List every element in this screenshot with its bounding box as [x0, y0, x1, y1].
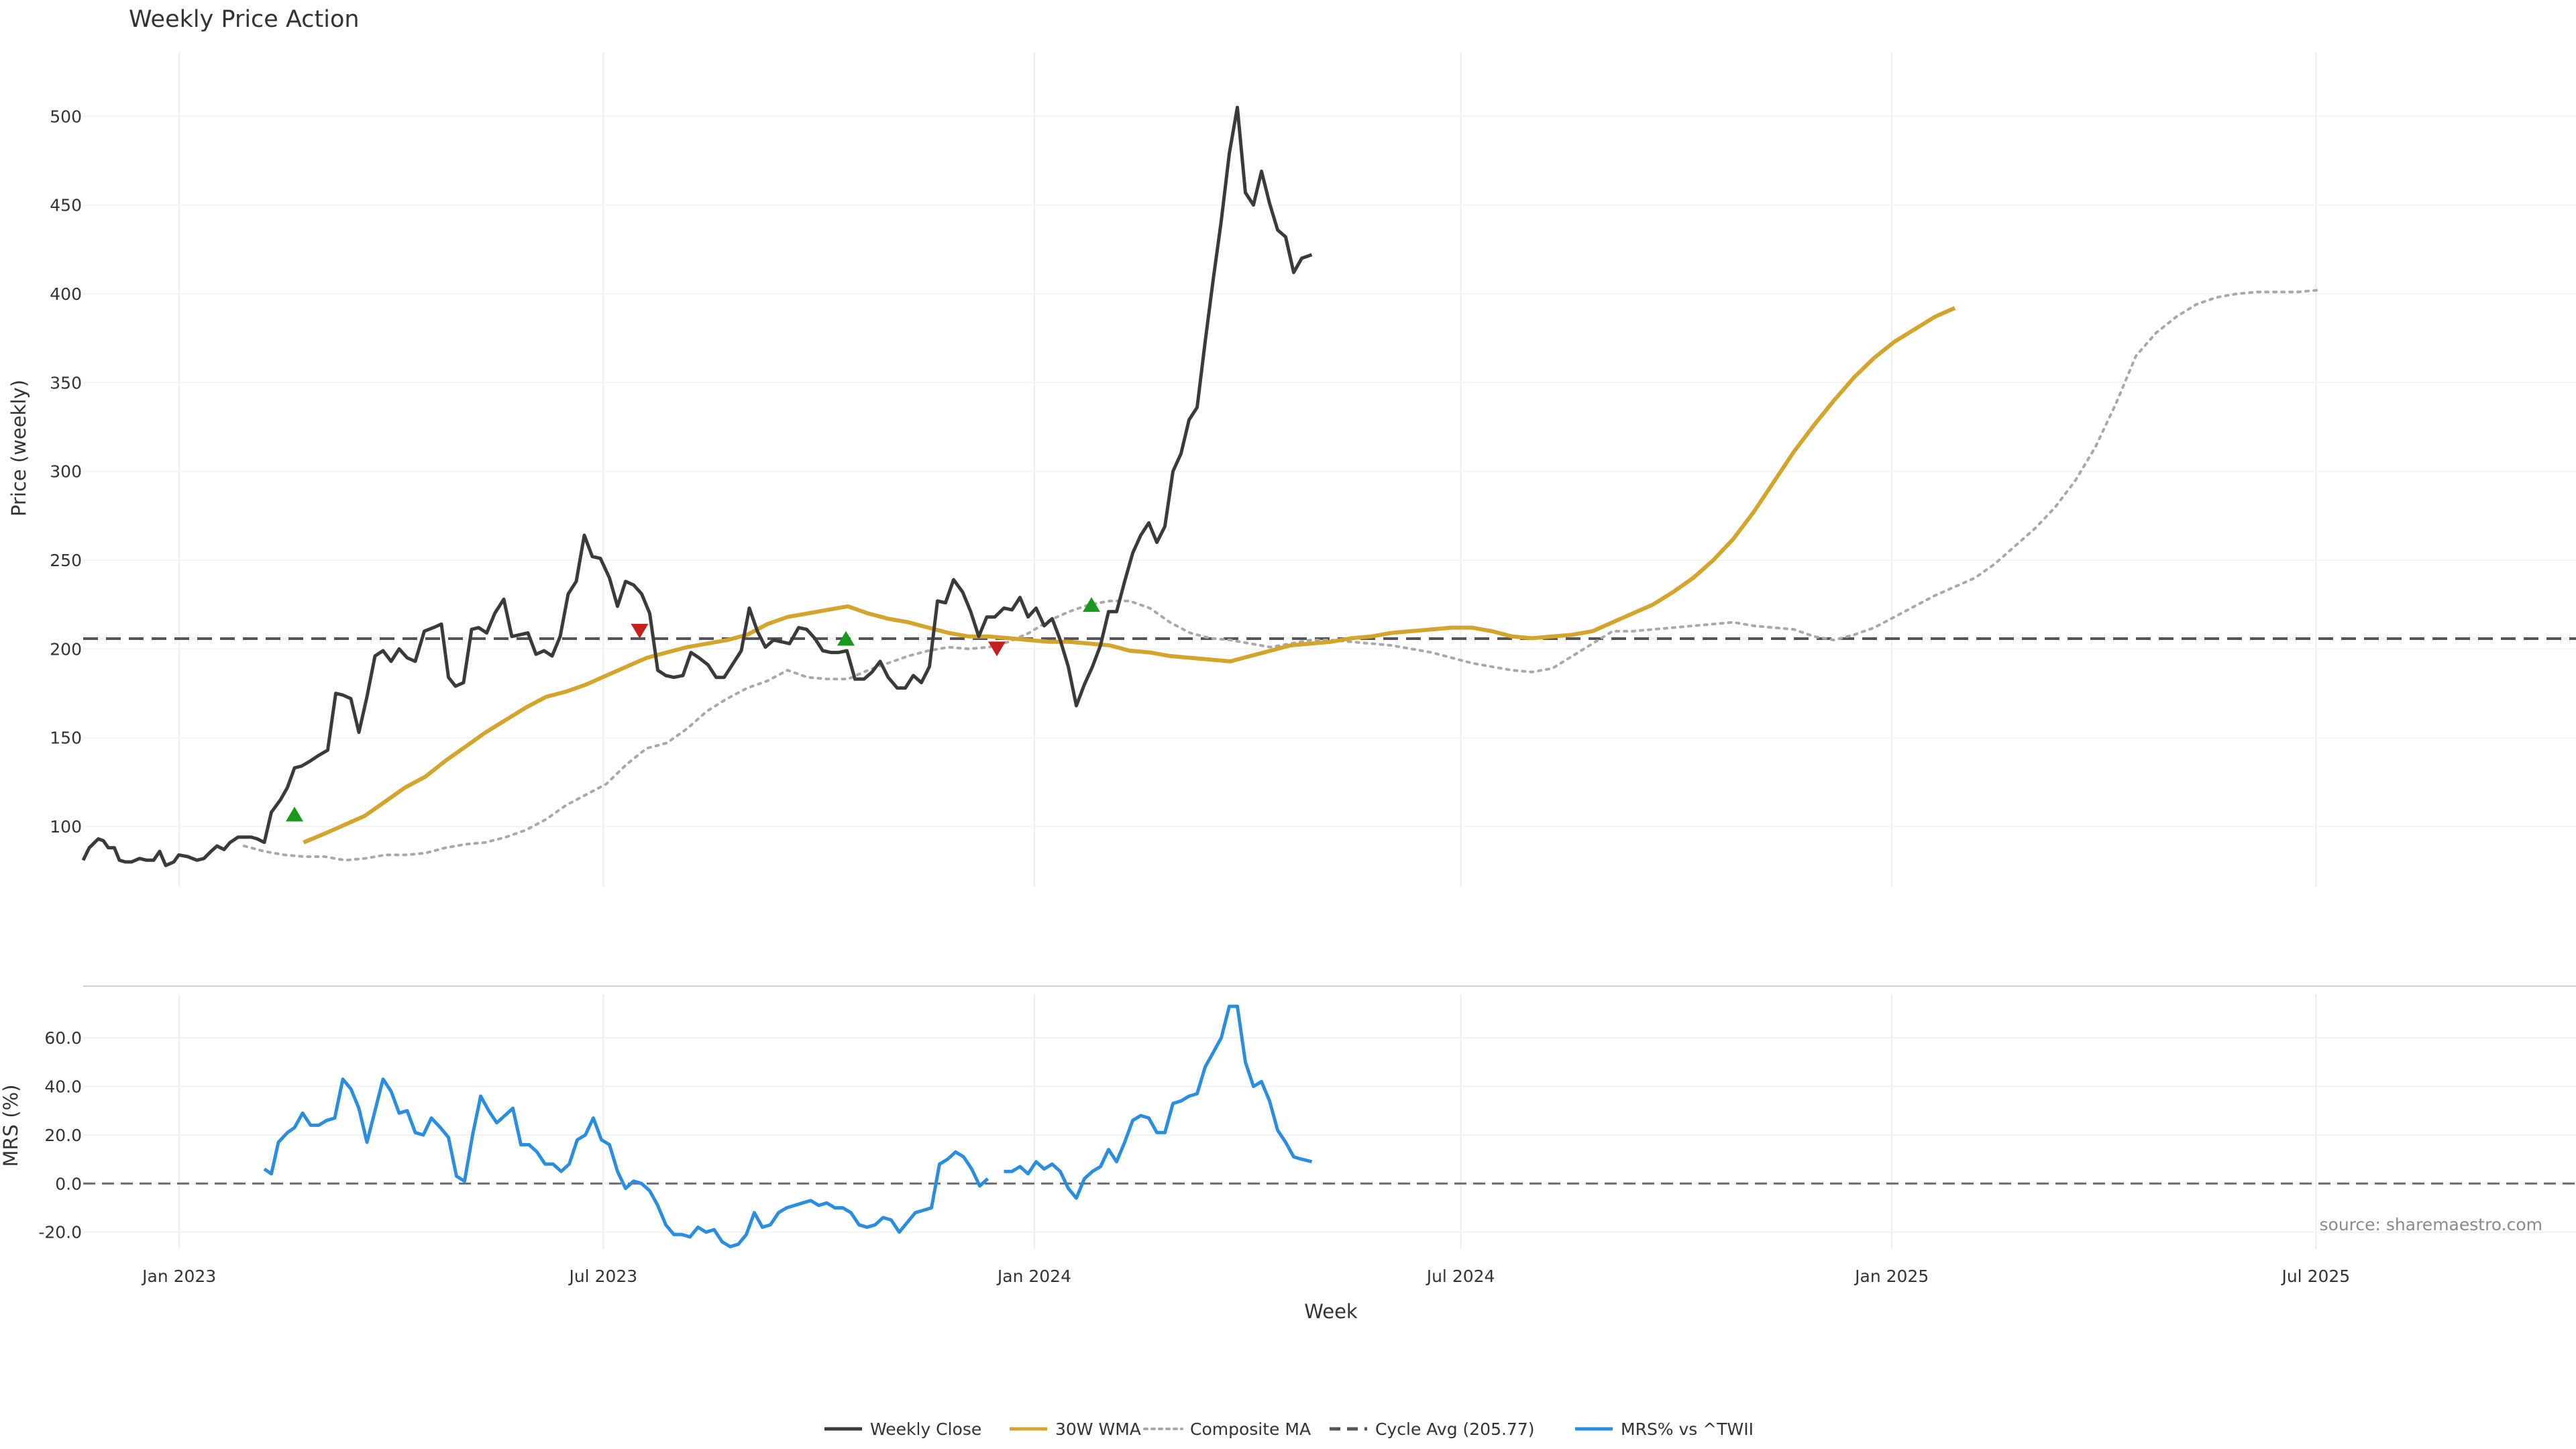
- price-y-tick-label: 100: [50, 817, 82, 837]
- mrs-y-tick-label: 60.0: [44, 1028, 82, 1048]
- mrs-line-segment: [1004, 1004, 1313, 1200]
- x-tick-label: Jan 2024: [996, 1267, 1071, 1286]
- price-y-tick-labels: 100 150 200 250 300 350 400 450 500: [50, 107, 82, 837]
- buy-signal-marker: [286, 806, 303, 822]
- wma-30w-line: [303, 306, 1956, 845]
- legend-label: 30W WMA: [1055, 1419, 1141, 1439]
- price-y-tick-label: 150: [50, 729, 82, 748]
- x-axis-title: Week: [1304, 1300, 1358, 1323]
- buy-signal-marker: [837, 631, 855, 646]
- mrs-y-tick-label: -20.0: [38, 1223, 82, 1242]
- x-tick-label: Jul 2023: [568, 1267, 637, 1286]
- x-tick-label: Jan 2023: [141, 1267, 216, 1286]
- mrs-y-axis-title: MRS (%): [0, 1085, 22, 1167]
- signal-markers: [286, 597, 1100, 822]
- price-y-tick-label: 250: [50, 551, 82, 570]
- weekly-close-line: [81, 105, 1313, 867]
- legend-label: Cycle Avg (205.77): [1375, 1419, 1535, 1439]
- price-y-tick-label: 400: [50, 284, 82, 304]
- legend-label: Composite MA: [1190, 1419, 1311, 1439]
- chart-title: Weekly Price Action: [129, 6, 360, 33]
- mrs-y-gridlines: [83, 1037, 2576, 1233]
- chart-legend: Weekly Close 30W WMA Composite MA Cycle Avg…: [824, 1419, 1754, 1439]
- x-tick-label: Jan 2025: [1854, 1267, 1929, 1286]
- source-note: source: sharemaestro.com: [2320, 1215, 2543, 1234]
- sell-signal-marker: [631, 623, 649, 639]
- mrs-y-tick-label: 20.0: [44, 1126, 82, 1145]
- mrs-y-tick-labels: -20.0 0.0 20.0 40.0 60.0: [38, 1028, 82, 1242]
- price-y-axis-title: Price (weekly): [7, 380, 30, 517]
- x-tick-label: Jul 2024: [1426, 1267, 1495, 1286]
- sell-signal-marker: [988, 641, 1006, 657]
- price-y-tick-label: 300: [50, 462, 82, 482]
- mrs-y-tick-label: 0.0: [55, 1174, 82, 1193]
- legend-label: Weekly Close: [870, 1419, 981, 1439]
- vertical-gridlines: [178, 52, 2317, 1249]
- price-y-tick-label: 500: [50, 107, 82, 126]
- mrs-line-segment: [263, 1077, 989, 1248]
- x-tick-label: Jul 2025: [2280, 1267, 2350, 1286]
- legend-label: MRS% vs ^TWII: [1621, 1419, 1754, 1439]
- price-y-tick-label: 350: [50, 373, 82, 392]
- mrs-y-tick-label: 40.0: [44, 1077, 82, 1097]
- price-series: [81, 105, 2318, 867]
- price-y-gridlines: [83, 115, 2576, 828]
- x-tick-labels: Jan 2023 Jul 2023 Jan 2024 Jul 2024 Jan 2025…: [141, 1267, 2350, 1286]
- price-y-tick-label: 450: [50, 196, 82, 215]
- price-y-tick-label: 200: [50, 639, 82, 659]
- composite-ma-line: [243, 288, 2318, 862]
- buy-signal-marker: [1083, 597, 1100, 612]
- mrs-series: [263, 1004, 1313, 1248]
